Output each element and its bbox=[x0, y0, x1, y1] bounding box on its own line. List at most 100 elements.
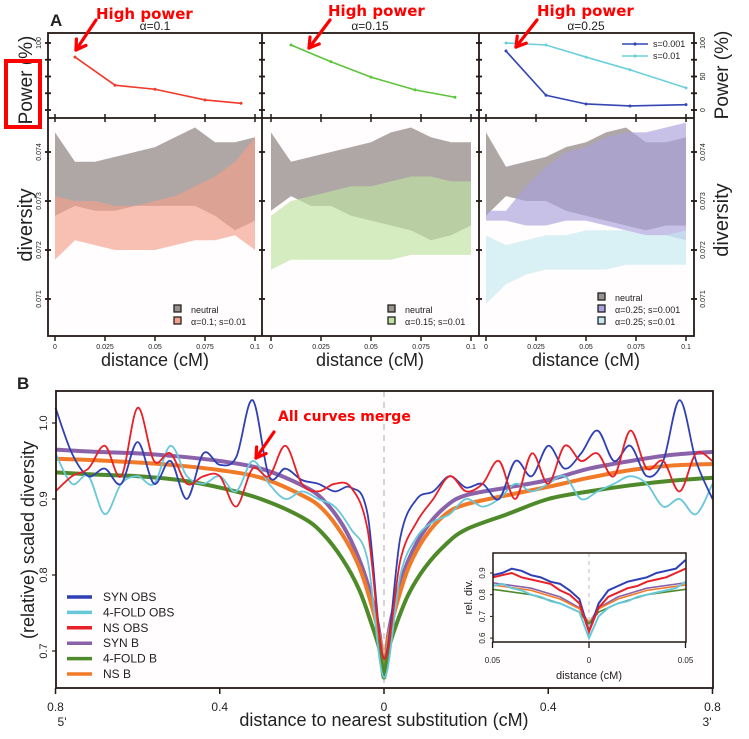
power-point bbox=[628, 104, 632, 108]
power-point bbox=[289, 43, 293, 47]
arrow-icon bbox=[74, 18, 98, 52]
x-axis-label: distance (cM) bbox=[532, 350, 640, 370]
x-tick-label: 0.05 bbox=[485, 656, 501, 665]
x-tick-label: 0.1 bbox=[466, 344, 476, 351]
legend-swatch bbox=[597, 316, 606, 325]
y-tick-label: 1.0 bbox=[38, 415, 50, 430]
x-axis-label: distance (cM) bbox=[556, 670, 622, 682]
legend-label: neutral bbox=[405, 305, 433, 315]
x-tick-label: 0.4 bbox=[540, 700, 557, 714]
diversity-chart-2: 0 0.025 0.05 0.075 0.1 distance (cM) neutral α=… bbox=[264, 118, 476, 370]
power-axis-label-right: Power (%) bbox=[712, 31, 733, 120]
x-axis-label: distance to nearest substitution (cM) bbox=[239, 710, 528, 730]
inset-curve-ns-obs bbox=[492, 567, 686, 635]
panel-title: α=0.15 bbox=[351, 19, 389, 33]
legend-label: 4-FOLD B bbox=[103, 652, 157, 666]
band--0-25-s-0-001 bbox=[486, 122, 686, 241]
power-point bbox=[239, 101, 243, 105]
x-axis-label: distance (cM) bbox=[316, 350, 424, 370]
power-point bbox=[544, 43, 548, 47]
power-point bbox=[453, 95, 457, 99]
annotation-high-power-3: High power bbox=[537, 2, 634, 20]
x-tick-label: 0.05 bbox=[148, 344, 162, 351]
y-tick-label-left: 0.074 bbox=[36, 143, 43, 161]
x-tick-label: 0.1 bbox=[250, 344, 260, 351]
x-tick-label: 0.05 bbox=[364, 344, 378, 351]
legend-swatch bbox=[387, 304, 396, 313]
power-point bbox=[329, 60, 333, 64]
legend-label: NS B bbox=[103, 667, 131, 681]
power-tick-label-right: 50 bbox=[700, 73, 707, 81]
y-tick-label-right: 0.071 bbox=[700, 290, 707, 308]
power-point bbox=[504, 41, 508, 45]
curve-4-fold-obs bbox=[54, 444, 714, 679]
end-label-3prime: 3' bbox=[703, 715, 712, 729]
band--0-1-s-0-01 bbox=[55, 137, 255, 260]
power-point bbox=[113, 83, 117, 87]
power-axis-label-left: Power (%) bbox=[16, 36, 37, 125]
legend-label: NS OBS bbox=[103, 621, 148, 635]
panel-title: α=0.25 bbox=[567, 19, 605, 33]
y-tick-label: 0.6 bbox=[478, 632, 487, 644]
legend-label: neutral bbox=[615, 293, 643, 303]
power-tick-label-left: 100 bbox=[36, 37, 43, 49]
power-line bbox=[74, 56, 242, 105]
y-tick-label: 0.8 bbox=[38, 567, 50, 582]
y-tick-label-left: 0.071 bbox=[36, 290, 43, 308]
x-tick-label: 0 bbox=[269, 344, 273, 351]
x-tick-label: 0 bbox=[381, 700, 388, 714]
legend-marker bbox=[633, 54, 637, 58]
panel-a-frame bbox=[45, 32, 697, 337]
panel-label-b: B bbox=[17, 374, 29, 393]
panel-a: 0 0.025 0.05 0.075 0.1 distance (cM) neutral α=… bbox=[15, 19, 733, 370]
power-point bbox=[684, 103, 688, 107]
legend-swatch bbox=[597, 304, 606, 313]
y-tick-label: 0.7 bbox=[38, 643, 50, 658]
legend-label: s=0.001 bbox=[653, 39, 685, 49]
x-tick-label: 0.05 bbox=[678, 656, 694, 665]
annotation-all-curves-merge: All curves merge bbox=[278, 409, 411, 425]
power-tick-label-right: 100 bbox=[700, 37, 707, 49]
legend-swatch bbox=[387, 316, 396, 325]
x-axis-label: distance (cM) bbox=[101, 350, 209, 370]
x-tick-label: 0.1 bbox=[681, 344, 691, 351]
band--0-25-s-0-01 bbox=[486, 230, 686, 304]
y-tick-label: 0.7 bbox=[478, 610, 487, 622]
legend-marker bbox=[633, 42, 637, 46]
legend-label: s=0.01 bbox=[653, 51, 680, 61]
arrow-icon bbox=[514, 18, 539, 49]
power-point bbox=[203, 98, 207, 102]
x-tick-label: 0.075 bbox=[412, 344, 430, 351]
inset-curve-4-fold-obs bbox=[492, 580, 687, 641]
legend-label: SYN OBS bbox=[103, 590, 156, 604]
power-point bbox=[584, 102, 588, 106]
y-tick-label-left: 0.073 bbox=[36, 192, 43, 210]
diversity-axis-label-left: diversity bbox=[15, 188, 37, 261]
annotation-high-power-1: High power bbox=[96, 5, 193, 23]
x-tick-label: 0.4 bbox=[211, 700, 228, 714]
x-tick-label: 0.025 bbox=[312, 344, 330, 351]
power-point bbox=[628, 68, 632, 72]
arrow-icon bbox=[254, 430, 276, 460]
y-tick-label-right: 0.072 bbox=[700, 241, 707, 259]
power-point bbox=[369, 75, 373, 79]
power-point bbox=[153, 87, 157, 91]
annotations: High power High power High power All curves… bbox=[4, 2, 634, 460]
x-tick-label: 0.8 bbox=[704, 700, 721, 714]
legend-label: SYN B bbox=[103, 636, 139, 650]
diversity-chart-1: 0 0.025 0.05 0.075 0.1 distance (cM) neutral α=… bbox=[48, 118, 262, 370]
power-point bbox=[584, 55, 588, 59]
y-tick-label: 0.9 bbox=[478, 567, 487, 579]
panel-title: α=0.1 bbox=[140, 19, 171, 33]
end-label-5prime: 5' bbox=[58, 715, 67, 729]
x-tick-label: 0.8 bbox=[47, 700, 64, 714]
power-tick-label-right: 0 bbox=[700, 108, 707, 112]
diversity-chart-3: 0 0.025 0.05 0.075 0.1 distance (cM) neutral α=… bbox=[479, 118, 691, 370]
panel-b: 0.8 0.4 0 0.4 0.85' 3'distance to nearest sub… bbox=[18, 390, 721, 730]
arrow-icon bbox=[307, 18, 332, 50]
x-tick-label: 0.075 bbox=[627, 344, 645, 351]
x-tick-label: 0 bbox=[53, 344, 57, 351]
power-point bbox=[544, 93, 548, 97]
